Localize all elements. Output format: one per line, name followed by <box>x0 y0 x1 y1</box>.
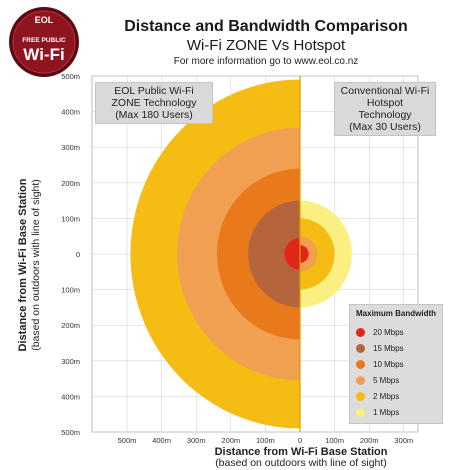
chart-title: Distance and Bandwidth Comparison <box>124 18 408 35</box>
legend-item: 15 Mbps <box>356 341 404 355</box>
x-tick-label: 300m <box>394 436 413 445</box>
legend-label: 15 Mbps <box>373 343 404 353</box>
eol-wifi-logo: EOL FREE PUBLIC Wi-Fi <box>9 7 79 77</box>
x-tick-label: 500m <box>118 436 137 445</box>
legend-swatch <box>356 375 365 385</box>
legend-swatch <box>356 327 365 337</box>
legend-swatch <box>356 407 365 417</box>
legend-label: 5 Mbps <box>373 375 400 385</box>
legend-label: 1 Mbps <box>373 407 400 417</box>
y-tick-label: 100m <box>61 286 80 295</box>
logo-main-text: Wi-Fi <box>23 45 64 64</box>
y-tick-label: 200m <box>61 179 80 188</box>
legend-label: 10 Mbps <box>373 359 404 369</box>
hotspot-ring-5-mbps <box>300 236 318 272</box>
y-tick-label: 500m <box>61 428 80 437</box>
panel-left-line-3: (Max 180 Users) <box>115 109 193 121</box>
legend-item: 1 Mbps <box>356 405 399 419</box>
legend-item: 2 Mbps <box>356 389 399 403</box>
legend-item: 5 Mbps <box>356 373 399 387</box>
chart-subtitle: Wi-Fi ZONE Vs Hotspot <box>186 37 346 54</box>
legend-label: 20 Mbps <box>373 327 404 337</box>
legend-swatch <box>356 343 365 353</box>
x-tick-label: 200m <box>360 436 379 445</box>
y-tick-label: 300m <box>61 357 80 366</box>
y-axis-label-group: Distance from Wi-Fi Base Station (based … <box>17 178 42 351</box>
y-axis-sublabel: (based on outdoors with line of sight) <box>30 179 42 351</box>
legend: Maximum Bandwidth 20 Mbps 15 Mbps 10 Mbps 5… <box>349 304 443 424</box>
y-tick-label: 300m <box>61 143 80 152</box>
panel-left-line-1: EOL Public Wi-Fi <box>114 85 194 97</box>
legend-item: 20 Mbps <box>356 325 404 339</box>
y-tick-label: 400m <box>61 108 80 117</box>
x-tick-label: 100m <box>325 436 344 445</box>
panel-right-line-2: Hotspot Technology <box>358 97 412 121</box>
x-tick-label: 400m <box>152 436 171 445</box>
y-axis-label: Distance from Wi-Fi Base Station <box>17 178 29 351</box>
panel-zone-technology: EOL Public Wi-Fi ZONE Technology (Max 18… <box>95 82 213 124</box>
x-tick-label: 200m <box>221 436 240 445</box>
zone-ring-15-mbps <box>248 200 300 308</box>
logo-mid-text: FREE PUBLIC <box>22 37 66 44</box>
y-tick-label: 400m <box>61 392 80 401</box>
x-tick-label: 100m <box>256 436 275 445</box>
logo-top-text: EOL <box>35 15 54 25</box>
zone-ring-20-mbps <box>284 237 300 271</box>
legend-swatch <box>356 391 365 401</box>
x-tick-label: 0 <box>298 436 302 445</box>
y-tick-label: 500m <box>61 72 80 81</box>
x-axis-sublabel: (based on outdoors with line of sight) <box>215 457 387 469</box>
legend-swatch <box>356 359 365 369</box>
info-text: For more information go to www.eol.co.nz <box>173 56 359 67</box>
y-tick-label: 0 <box>76 250 80 259</box>
panel-hotspot-technology: Conventional Wi-Fi Hotspot Technology (M… <box>334 82 436 136</box>
hotspot-ring-20-mbps <box>300 245 309 263</box>
panel-left-line-2: ZONE Technology <box>111 97 197 109</box>
panel-right-line-1: Conventional Wi-Fi <box>340 85 430 97</box>
x-tick-label: 300m <box>187 436 206 445</box>
panel-right-line-3: (Max 30 Users) <box>349 121 421 133</box>
legend-item: 10 Mbps <box>356 357 404 371</box>
y-tick-label: 200m <box>61 321 80 330</box>
legend-label: 2 Mbps <box>373 391 400 401</box>
legend-title: Maximum Bandwidth <box>356 309 437 318</box>
y-tick-label: 100m <box>61 214 80 223</box>
x-axis-label: Distance from Wi-Fi Base Station <box>214 446 388 458</box>
